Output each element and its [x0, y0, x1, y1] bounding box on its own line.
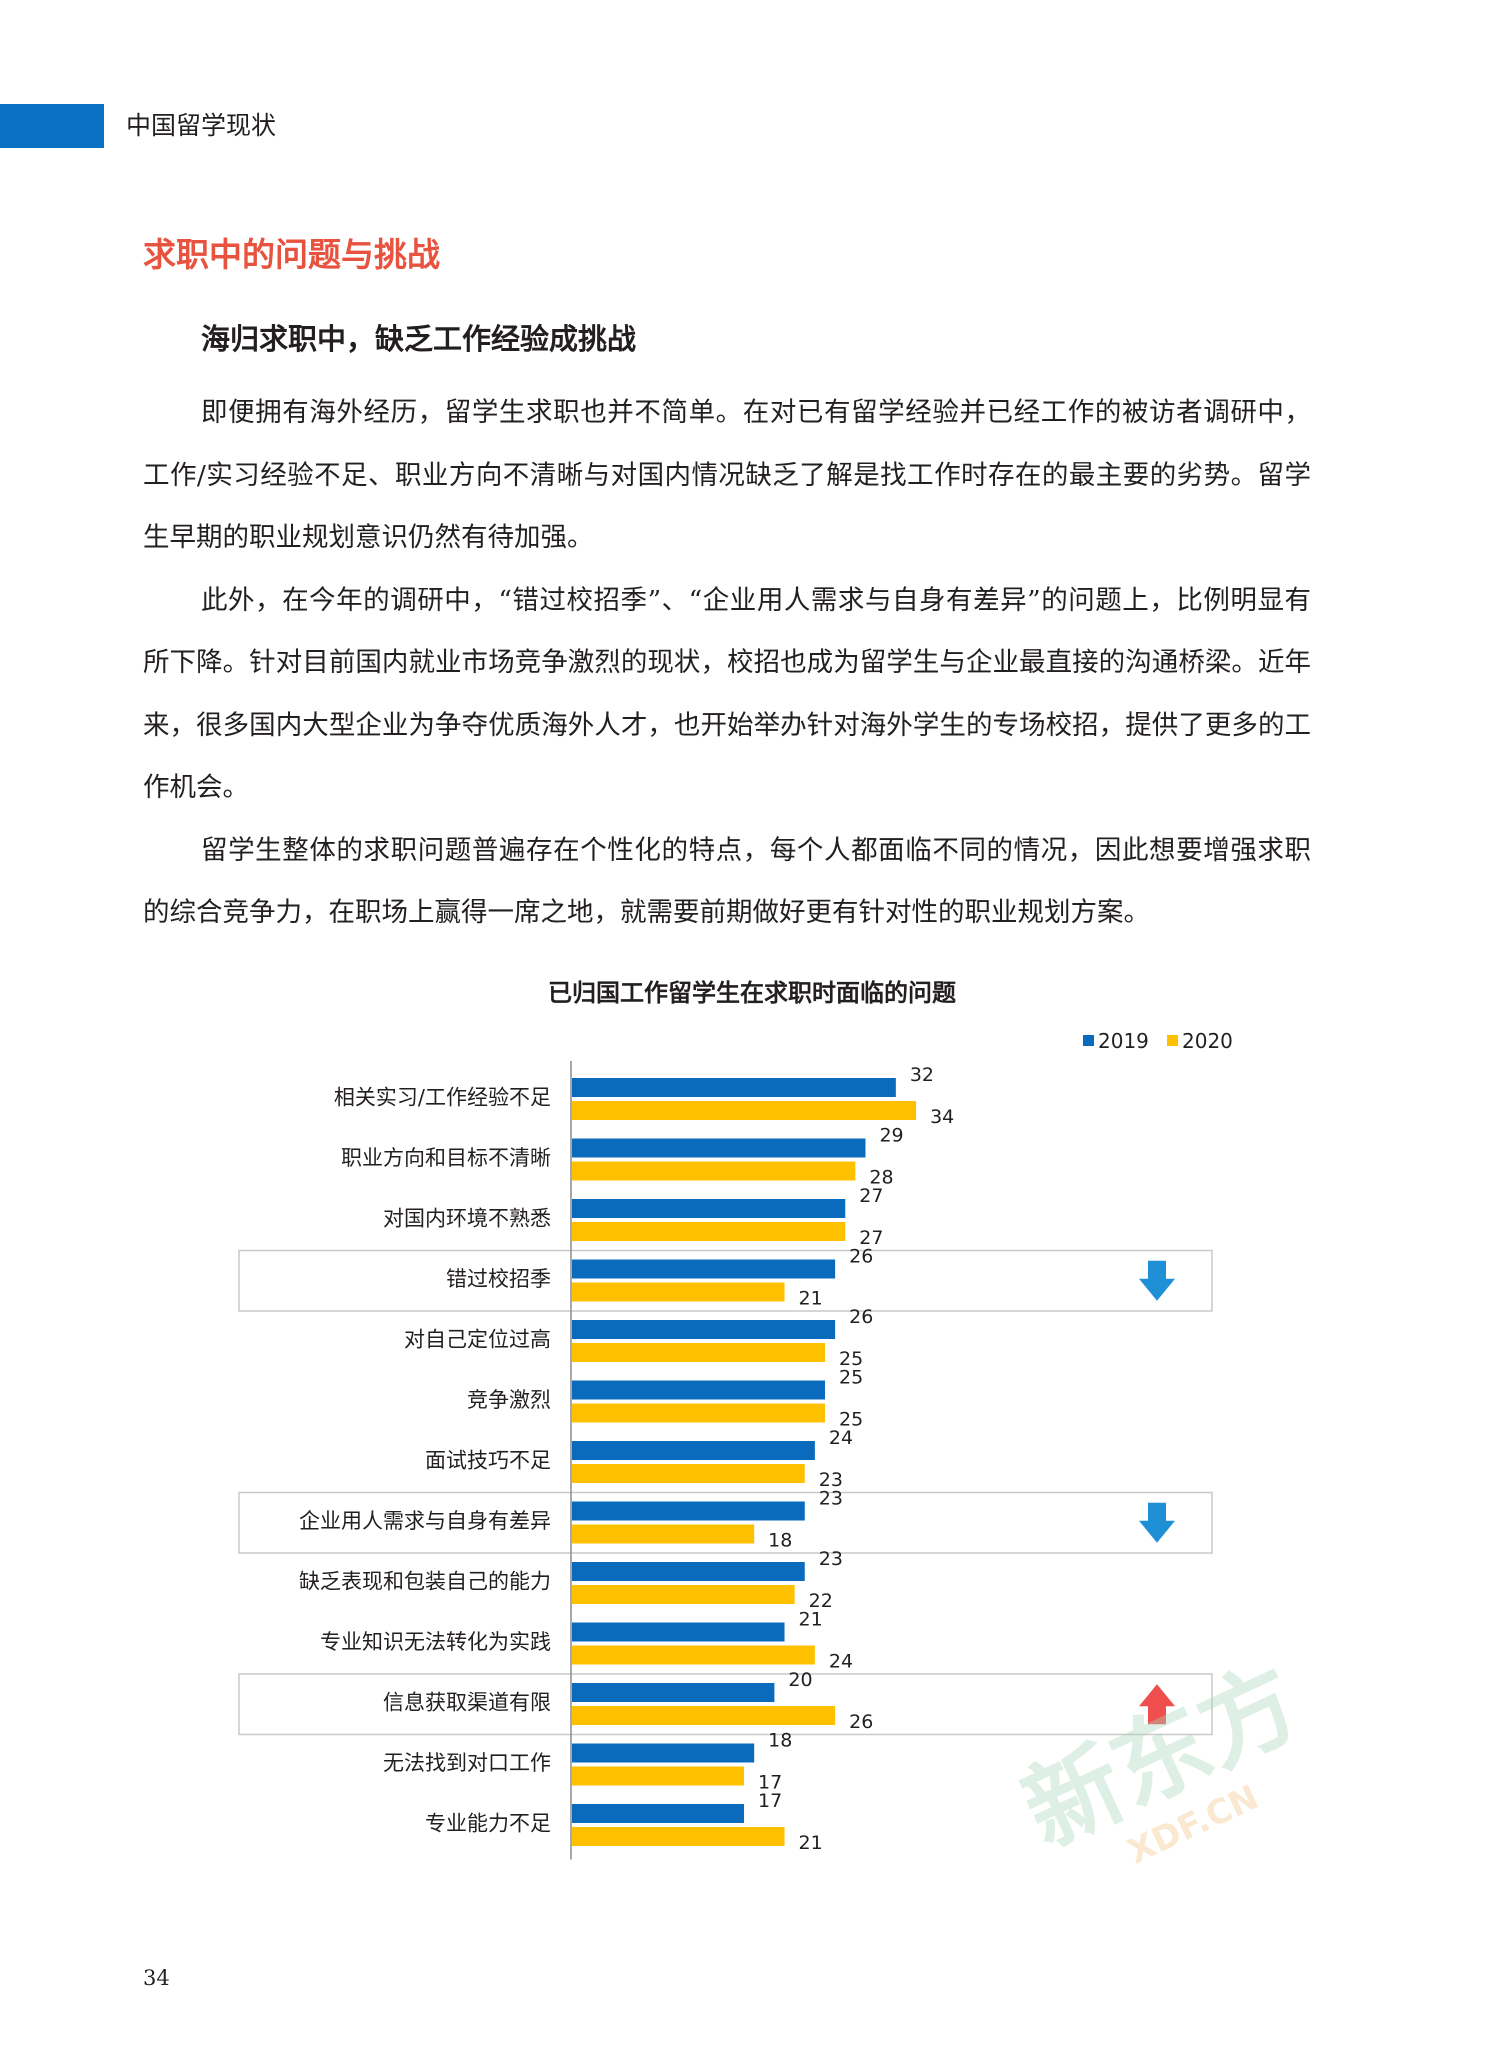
- data-label-2020: 17: [758, 1772, 782, 1794]
- data-label-2020: 22: [809, 1590, 833, 1612]
- data-label-2019: 27: [859, 1185, 883, 1207]
- data-label-2019: 25: [839, 1367, 863, 1389]
- data-label-2019: 17: [758, 1790, 782, 1812]
- data-label-2020: 18: [768, 1530, 792, 1552]
- bar-2020: [572, 1827, 785, 1846]
- down-arrow-icon: [1139, 1502, 1175, 1543]
- bar-2020: [572, 1585, 795, 1604]
- header-accent-bar: [0, 104, 104, 148]
- category-label: 无法找到对口工作: [383, 1751, 551, 1775]
- data-label-2019: 18: [768, 1730, 792, 1752]
- bar-2019: [572, 1562, 805, 1581]
- data-label-2020: 21: [799, 1288, 823, 1310]
- data-label-2020: 24: [829, 1651, 853, 1673]
- legend-label-2020: 2020: [1182, 1029, 1233, 1053]
- data-label-2019: 20: [788, 1669, 812, 1691]
- data-label-2019: 21: [799, 1609, 823, 1631]
- category-label: 专业能力不足: [425, 1811, 551, 1835]
- data-label-2019: 23: [819, 1548, 843, 1570]
- category-label: 面试技巧不足: [425, 1448, 551, 1472]
- data-label-2019: 32: [910, 1064, 934, 1086]
- bar-2020: [572, 1343, 825, 1362]
- bar-2020: [572, 1464, 805, 1483]
- bar-2020: [572, 1403, 825, 1423]
- bar-2019: [572, 1380, 825, 1400]
- chart-title: 已归国工作留学生在求职时面临的问题: [548, 979, 956, 1007]
- category-label: 竞争激烈: [467, 1388, 551, 1412]
- bar-2020: [572, 1645, 815, 1665]
- legend-swatch-2020: [1167, 1035, 1178, 1046]
- sub-heading: 海归求职中，缺乏工作经验成挑战: [201, 322, 637, 356]
- bar-2019: [572, 1259, 836, 1279]
- paragraph-1: 即便拥有海外经历，留学生求职也并不简单。在对已有留学经验并已经工作的被访者调研中…: [143, 397, 1311, 553]
- bar-2019: [572, 1622, 785, 1642]
- category-label: 专业知识无法转化为实践: [320, 1630, 551, 1654]
- bar-2019: [572, 1501, 805, 1521]
- data-label-2019: 23: [819, 1488, 843, 1510]
- category-label: 对自己定位过高: [404, 1327, 551, 1351]
- bar-2019: [572, 1804, 745, 1823]
- highlight-box: [238, 1491, 1213, 1554]
- bar-2020: [572, 1282, 785, 1302]
- bar-2020: [572, 1222, 846, 1241]
- data-label-2019: 29: [879, 1125, 903, 1147]
- bar-2019: [572, 1683, 775, 1702]
- data-label-2020: 25: [839, 1409, 863, 1431]
- bar-2019: [572, 1078, 896, 1097]
- bar-2020: [572, 1706, 836, 1725]
- data-label-2020: 26: [849, 1711, 873, 1733]
- data-label-2020: 25: [839, 1348, 863, 1370]
- down-arrow-icon: [1139, 1260, 1175, 1301]
- bar-2020: [572, 1101, 917, 1120]
- data-label-2020: 27: [859, 1227, 883, 1249]
- category-label: 错过校招季: [446, 1267, 551, 1291]
- bar-2020: [572, 1161, 856, 1181]
- bar-2019: [572, 1138, 866, 1158]
- section-heading: 求职中的问题与挑战: [143, 235, 440, 274]
- category-label: 相关实习/工作经验不足: [334, 1085, 551, 1109]
- highlight-box: [238, 1673, 1213, 1736]
- up-arrow-icon: [1139, 1684, 1175, 1725]
- bar-2019: [572, 1743, 755, 1763]
- category-label: 信息获取渠道有限: [383, 1690, 551, 1714]
- bar-2019: [572, 1199, 846, 1218]
- data-label-2019: 26: [849, 1306, 873, 1328]
- bar-2019: [572, 1320, 836, 1339]
- header-section-label: 中国留学现状: [126, 111, 277, 140]
- bar-2020: [572, 1524, 755, 1544]
- page-number: 34: [143, 1966, 170, 1990]
- data-label-2020: 34: [930, 1106, 954, 1128]
- bar-2020: [572, 1766, 745, 1786]
- body-text: 即便拥有海外经历，留学生求职也并不简单。在对已有留学经验并已经工作的被访者调研中…: [143, 382, 1311, 945]
- highlight-box: [238, 1249, 1213, 1312]
- category-label: 企业用人需求与自身有差异: [299, 1509, 551, 1533]
- legend-label-2019: 2019: [1098, 1029, 1149, 1053]
- legend-swatch-2019: [1083, 1035, 1094, 1046]
- category-label: 职业方向和目标不清晰: [341, 1146, 551, 1170]
- data-label-2020: 28: [869, 1167, 893, 1189]
- paragraph-3: 留学生整体的求职问题普遍存在个性化的特点，每个人都面临不同的情况，因此想要增强求…: [143, 834, 1311, 929]
- data-label-2019: 24: [829, 1427, 853, 1449]
- bar-chart: 相关实习/工作经验不足3234职业方向和目标不清晰2928对国内环境不熟悉272…: [238, 1029, 1233, 1860]
- paragraph-2: 此外，在今年的调研中，“错过校招季”、“企业用人需求与自身有差异”的问题上，比例…: [143, 584, 1311, 804]
- data-label-2020: 23: [819, 1469, 843, 1491]
- category-label: 缺乏表现和包装自己的能力: [299, 1569, 551, 1593]
- category-label: 对国内环境不熟悉: [383, 1206, 551, 1230]
- bar-2019: [572, 1441, 815, 1460]
- data-label-2019: 26: [849, 1246, 873, 1268]
- data-label-2020: 21: [799, 1832, 823, 1854]
